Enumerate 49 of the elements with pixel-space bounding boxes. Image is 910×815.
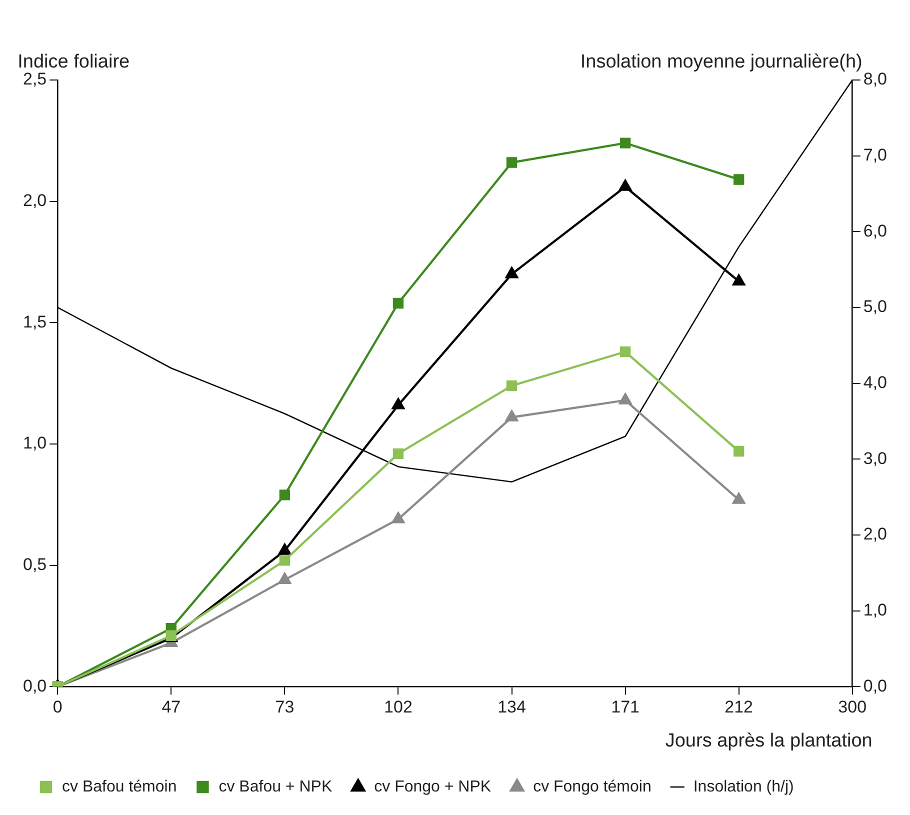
y2-tick-label: 6,0	[863, 221, 888, 240]
point	[278, 572, 291, 584]
y2-tick-label: 2,0	[863, 524, 888, 544]
point	[620, 346, 631, 358]
x-tick-label: 0	[52, 697, 62, 716]
legend-label: cv Fongo témoin	[533, 778, 652, 796]
point	[279, 490, 290, 500]
point	[392, 448, 404, 460]
y-tick-label: 2,0	[22, 191, 47, 210]
legend-label: Insolation (h/j)	[693, 778, 794, 796]
point	[732, 492, 746, 504]
point	[392, 398, 405, 410]
point	[506, 157, 518, 168]
y2-tick-label: 1,0	[863, 600, 888, 620]
y2-tick-label: 5,0	[863, 297, 888, 316]
y-tick-label: 1,5	[22, 312, 47, 332]
legend-label: cv Bafou + NPK	[218, 778, 332, 796]
x-tick-label: 171	[611, 697, 640, 716]
point	[505, 267, 518, 278]
x-tick-label: 47	[162, 697, 181, 716]
point	[392, 512, 405, 524]
y2-tick-label: 0,0	[863, 676, 888, 696]
point	[732, 274, 746, 286]
point	[506, 380, 518, 392]
point	[733, 446, 744, 457]
x-tick-label: 212	[724, 697, 754, 716]
x-tick-label: 300	[838, 697, 867, 716]
y2-tick-label: 7,0	[863, 146, 888, 165]
x-tick-label: 73	[275, 697, 294, 716]
point	[619, 393, 632, 404]
legend-label: cv Fongo + NPK	[374, 778, 492, 796]
y-tick-label: 1,0	[22, 434, 47, 453]
y2-tick-label: 8,0	[863, 70, 888, 89]
x-axis-title: Jours après la plantation	[665, 730, 872, 752]
x-tick-label: 134	[498, 697, 526, 716]
y-tick-label: 0,0	[22, 676, 47, 696]
legend-label: cv Bafou témoin	[62, 778, 177, 796]
y2-tick-label: 4,0	[863, 372, 888, 392]
point	[619, 180, 632, 191]
point	[505, 410, 518, 422]
y-tick-label: 0,5	[22, 554, 47, 574]
point	[620, 138, 631, 148]
point	[392, 298, 404, 309]
point	[279, 555, 290, 566]
y2-axis-title: Insolation moyenne journalière(h)	[580, 52, 862, 73]
point	[278, 544, 291, 555]
y2-tick-label: 3,0	[863, 448, 888, 468]
x-tick-label: 102	[384, 697, 412, 716]
point	[733, 174, 744, 185]
